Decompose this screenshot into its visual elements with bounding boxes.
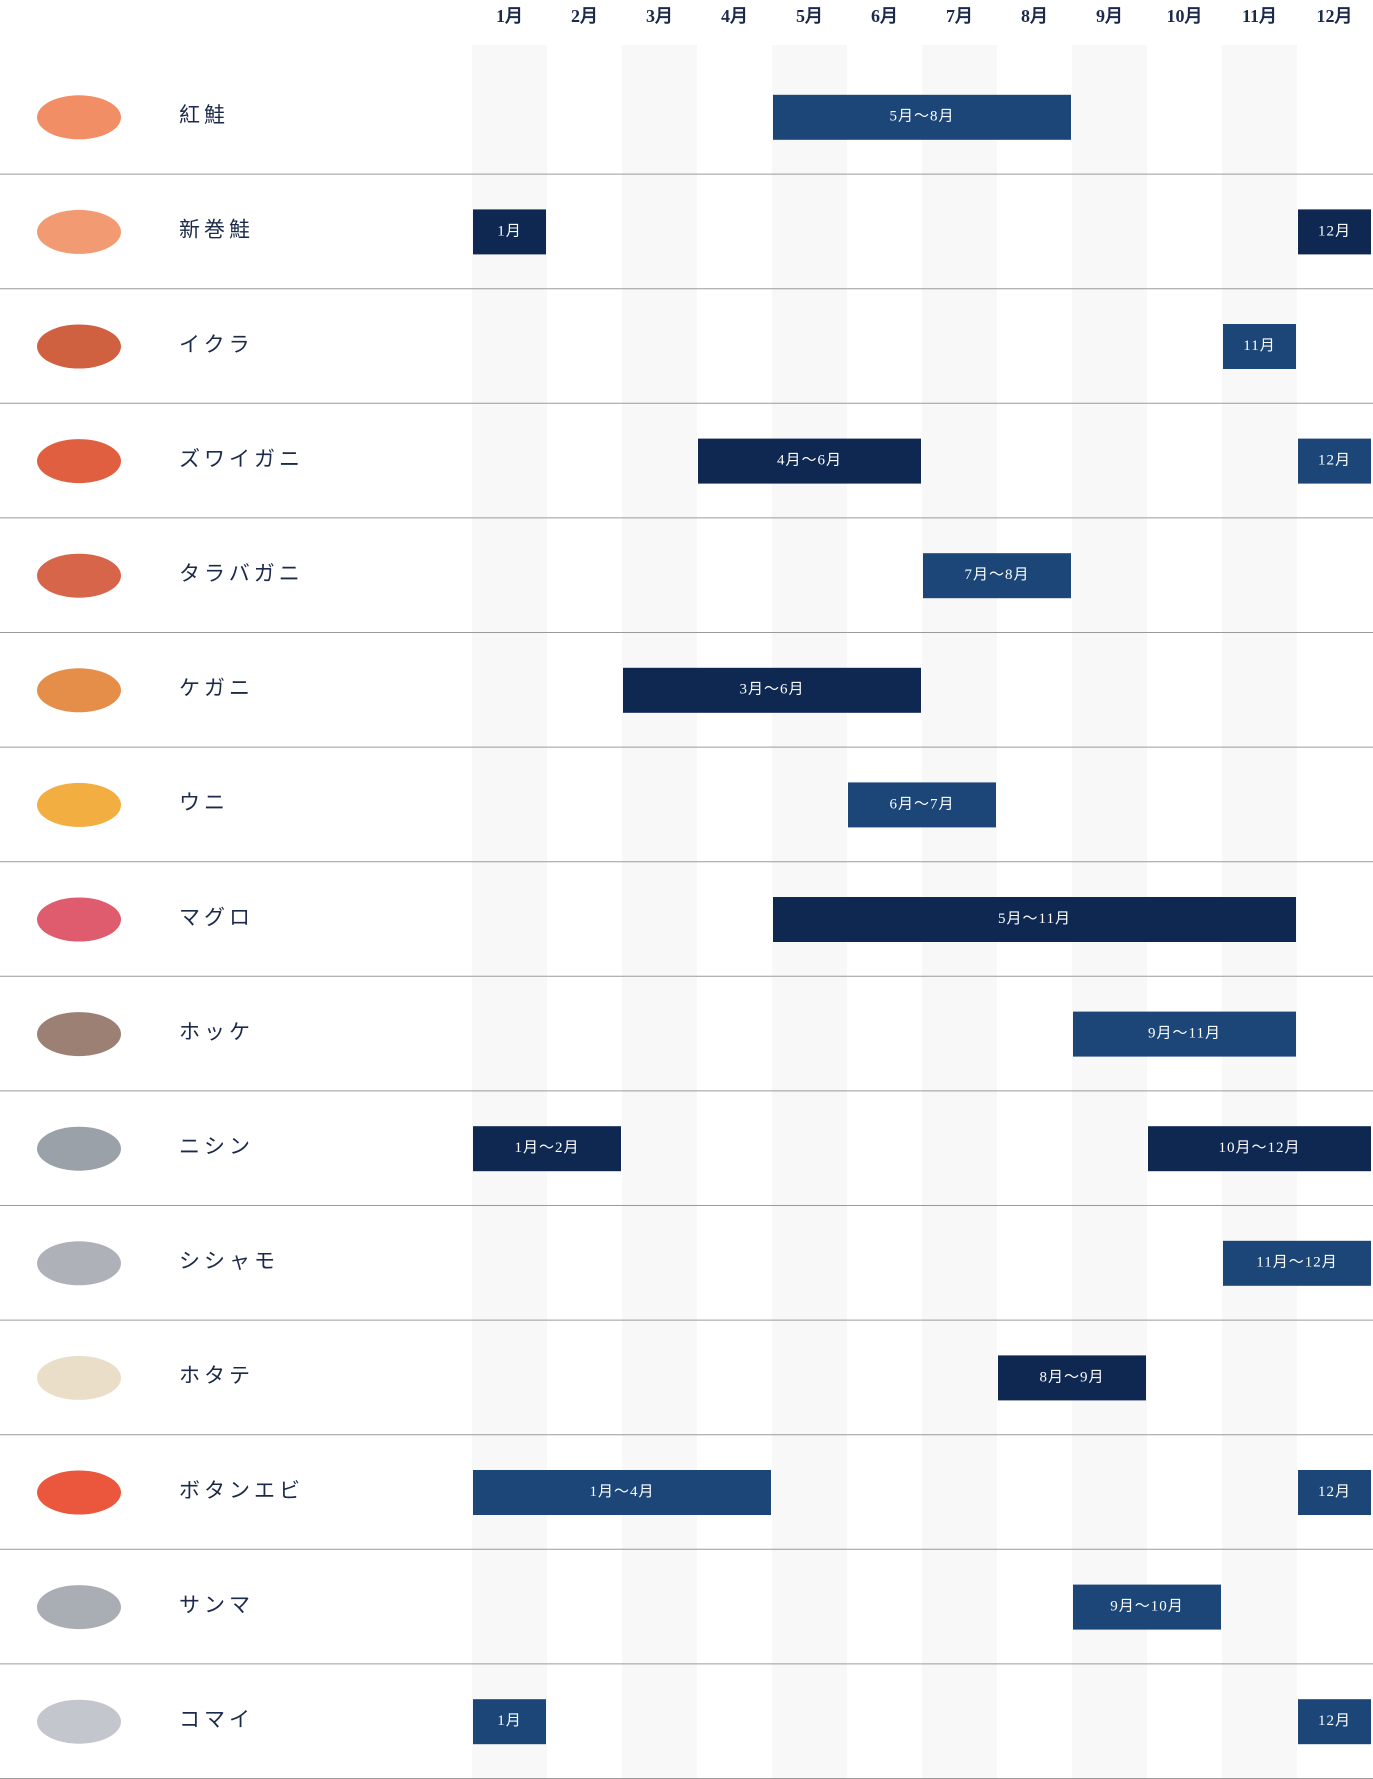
item-name: 新巻鮭 bbox=[179, 218, 254, 242]
season-bar bbox=[1298, 209, 1371, 255]
season-label: 12月 bbox=[1318, 453, 1351, 469]
item-photo bbox=[37, 439, 121, 484]
season-label: 1月 bbox=[497, 1713, 522, 1729]
item-name: ズワイガニ bbox=[179, 447, 304, 471]
season-label: 9月～10月 bbox=[1110, 1599, 1184, 1615]
season-bar bbox=[1148, 1126, 1371, 1172]
item-photo bbox=[37, 1470, 121, 1515]
item-photo bbox=[37, 1585, 121, 1630]
season-bar bbox=[623, 667, 921, 713]
season-label: 6月～7月 bbox=[889, 796, 954, 812]
month-header: 1月 bbox=[496, 6, 523, 26]
column-shade bbox=[472, 45, 547, 1779]
item-photo bbox=[37, 897, 121, 942]
season-label: 12月 bbox=[1318, 1484, 1351, 1500]
season-bar bbox=[473, 1470, 771, 1515]
season-label: 8月～9月 bbox=[1039, 1369, 1104, 1385]
item-photo bbox=[37, 1699, 121, 1744]
season-label: 7月～8月 bbox=[964, 567, 1029, 583]
season-bar bbox=[773, 94, 1071, 140]
item-name: タラバガニ bbox=[179, 562, 304, 586]
season-label: 11月～12月 bbox=[1256, 1255, 1337, 1271]
item-name: コマイ bbox=[179, 1708, 254, 1732]
month-header: 11月 bbox=[1242, 6, 1277, 26]
month-header: 8月 bbox=[1021, 6, 1048, 26]
season-bar bbox=[1298, 1470, 1371, 1515]
item-photo bbox=[37, 668, 121, 713]
item-photo bbox=[37, 324, 121, 369]
item-name: ボタンエビ bbox=[179, 1478, 304, 1502]
season-bar bbox=[473, 209, 546, 255]
season-label: 9月～11月 bbox=[1148, 1026, 1221, 1042]
item-name: ウニ bbox=[179, 791, 229, 815]
item-photo bbox=[37, 1241, 121, 1286]
season-label: 1月～2月 bbox=[514, 1140, 579, 1156]
season-label: 11月 bbox=[1243, 338, 1275, 354]
month-header: 10月 bbox=[1167, 6, 1203, 26]
month-header: 4月 bbox=[721, 6, 748, 26]
season-bar bbox=[923, 553, 1071, 599]
column-shade bbox=[622, 45, 697, 1779]
item-photo bbox=[37, 95, 121, 140]
season-label: 3月～6月 bbox=[739, 682, 804, 698]
item-name: ケガニ bbox=[179, 676, 254, 700]
item-photo bbox=[37, 782, 121, 827]
month-header: 9月 bbox=[1096, 6, 1123, 26]
season-label: 1月～4月 bbox=[589, 1484, 654, 1500]
month-header: 3月 bbox=[646, 6, 673, 26]
item-name: マグロ bbox=[179, 905, 254, 929]
season-label: 12月 bbox=[1318, 1713, 1351, 1729]
item-photo bbox=[37, 1126, 121, 1171]
season-bar bbox=[773, 897, 1296, 942]
item-photo bbox=[37, 553, 121, 598]
item-name: ホタテ bbox=[179, 1364, 254, 1388]
season-bar bbox=[1223, 1240, 1371, 1286]
season-bar bbox=[473, 1126, 621, 1172]
item-photo bbox=[37, 1012, 121, 1057]
season-bar bbox=[1298, 1699, 1371, 1745]
season-bar bbox=[1298, 438, 1371, 484]
season-bar bbox=[1073, 1011, 1296, 1057]
season-label: 10月～12月 bbox=[1218, 1140, 1300, 1156]
month-header: 2月 bbox=[571, 6, 598, 26]
item-name: 紅鮭 bbox=[179, 103, 229, 127]
season-bar bbox=[473, 1699, 546, 1745]
item-name: ホッケ bbox=[179, 1020, 254, 1044]
season-bar bbox=[1073, 1584, 1221, 1630]
season-label: 5月～8月 bbox=[889, 109, 954, 125]
item-name: シシャモ bbox=[179, 1249, 279, 1273]
month-header: 6月 bbox=[871, 6, 898, 26]
item-photo bbox=[37, 1355, 121, 1400]
season-label: 12月 bbox=[1318, 223, 1351, 239]
item-name: サンマ bbox=[179, 1593, 254, 1617]
season-label: 4月～6月 bbox=[777, 453, 842, 469]
season-bar bbox=[998, 1355, 1146, 1401]
season-label: 1月 bbox=[497, 223, 522, 239]
season-bar bbox=[848, 782, 996, 828]
season-label: 5月～11月 bbox=[998, 911, 1071, 927]
item-name: イクラ bbox=[179, 332, 254, 356]
season-bar bbox=[698, 438, 921, 484]
month-header: 5月 bbox=[796, 6, 823, 26]
item-photo bbox=[37, 209, 121, 254]
month-header: 7月 bbox=[946, 6, 973, 26]
item-name: ニシン bbox=[179, 1135, 254, 1159]
season-bar bbox=[1223, 324, 1296, 369]
month-header: 12月 bbox=[1317, 6, 1353, 26]
